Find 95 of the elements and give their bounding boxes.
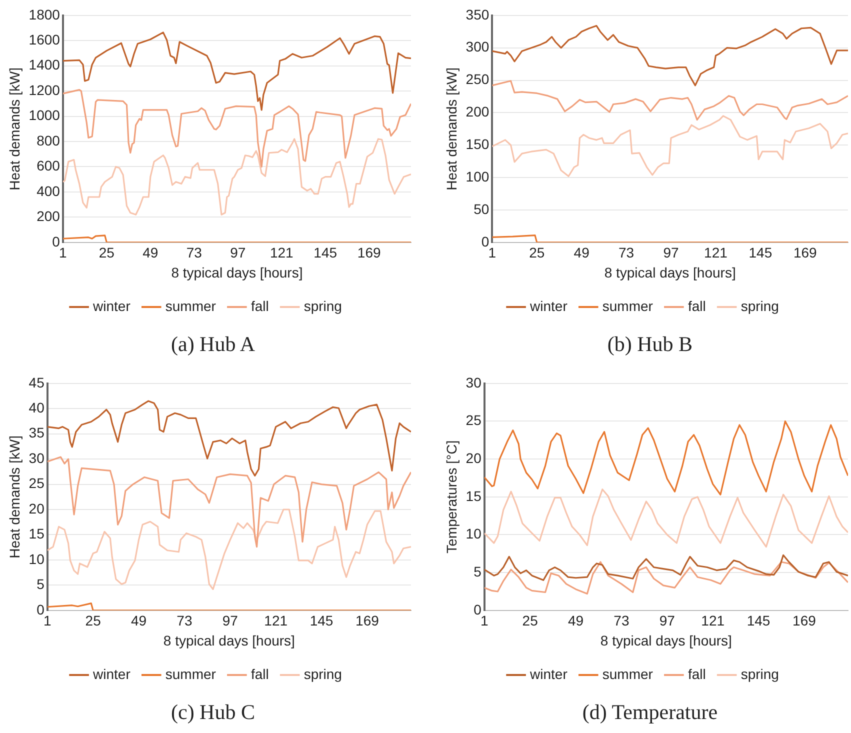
y-tick-label: 150 — [466, 136, 490, 152]
legend-label: summer — [165, 298, 216, 314]
legend-label: winter — [92, 298, 131, 314]
x-tick-label: 169 — [357, 244, 381, 261]
x-tick-label: 145 — [310, 612, 334, 629]
y-tick-label: 0 — [52, 233, 60, 250]
x-tick-label: 25 — [522, 612, 538, 629]
x-tick-label: 145 — [314, 244, 338, 261]
y-tick-label: 350 — [466, 6, 490, 22]
legend-label: summer — [602, 666, 654, 682]
x-tick-label: 25 — [98, 244, 115, 261]
y-axis-title: Temperatures [°C] — [443, 440, 460, 554]
legend-label: winter — [529, 666, 568, 682]
legend-label: spring — [304, 298, 342, 314]
legend-label: spring — [740, 666, 779, 682]
y-tick-label: 5 — [474, 563, 482, 580]
text: (a) Hub A — [170, 332, 256, 357]
x-tick-label: 1 — [43, 612, 52, 629]
x-tick-label: 1 — [59, 244, 68, 261]
x-axis-title: 8 typical days [hours] — [171, 264, 303, 280]
y-axis-title: Heat demands [kW] — [6, 67, 22, 190]
x-tick-label: 169 — [793, 244, 818, 261]
x-axis-title: 8 typical days [hours] — [604, 264, 736, 280]
y-tick-label: 35 — [28, 424, 45, 441]
y-tick-label: 1600 — [28, 31, 60, 48]
x-tick-label: 49 — [130, 612, 147, 629]
x-tick-label: 169 — [356, 612, 380, 629]
x-tick-label: 97 — [222, 612, 238, 629]
x-tick-label: 25 — [529, 244, 545, 261]
y-tick-label: 20 — [466, 450, 482, 466]
x-tick-label: 145 — [748, 244, 772, 261]
y-tick-label: 25 — [28, 475, 45, 492]
y-tick-label: 10 — [28, 550, 45, 567]
x-tick-label: 49 — [142, 244, 158, 261]
x-tick-label: 145 — [746, 612, 770, 629]
y-tick-label: 0 — [481, 233, 490, 250]
y-axis-title: Heat demands [kW] — [443, 67, 460, 190]
x-axis-title: 8 typical days [hours] — [163, 632, 295, 648]
y-tick-label: 1800 — [28, 6, 60, 22]
text: (d) Temperature — [581, 700, 719, 725]
x-tick-label: 121 — [270, 244, 294, 261]
y-tick-label: 250 — [466, 71, 490, 88]
legend-label: fall — [688, 298, 706, 314]
y-tick-label: 100 — [466, 168, 490, 184]
y-tick-label: 50 — [474, 200, 490, 217]
y-tick-label: 300 — [466, 38, 490, 55]
legend-label: summer — [165, 666, 216, 682]
x-tick-label: 1 — [480, 612, 488, 629]
y-tick-label: 600 — [36, 158, 60, 174]
y-tick-label: 25 — [466, 412, 482, 428]
x-tick-label: 49 — [574, 244, 590, 261]
legend-label: fall — [688, 666, 706, 682]
y-tick-label: 1400 — [28, 56, 60, 73]
x-tick-label: 121 — [264, 612, 288, 629]
x-tick-label: 121 — [704, 244, 728, 261]
text: (c) Hub C — [170, 700, 256, 725]
legend-label: winter — [529, 298, 568, 314]
y-tick-label: 45 — [28, 374, 45, 390]
y-tick-label: 15 — [466, 488, 482, 504]
legend-label: spring — [740, 298, 779, 314]
y-tick-label: 400 — [36, 182, 60, 199]
x-tick-label: 97 — [659, 612, 676, 629]
y-tick-label: 200 — [36, 208, 60, 224]
y-tick-label: 0 — [474, 601, 482, 618]
x-tick-label: 73 — [618, 244, 634, 261]
x-tick-label: 97 — [230, 244, 246, 261]
y-tick-label: 0 — [36, 601, 45, 618]
legend-label: fall — [250, 298, 269, 314]
x-axis-title: 8 typical days [hours] — [600, 632, 732, 648]
text: (b) Hub B — [606, 332, 694, 357]
x-tick-label: 25 — [85, 612, 102, 629]
y-tick-label: 15 — [28, 526, 45, 542]
y-tick-label: 30 — [466, 374, 482, 390]
y-tick-label: 20 — [28, 500, 45, 516]
y-tick-label: 200 — [466, 104, 490, 120]
x-tick-label: 169 — [792, 612, 816, 629]
x-tick-label: 73 — [186, 244, 202, 261]
y-tick-label: 10 — [466, 526, 482, 542]
y-tick-label: 30 — [28, 450, 45, 466]
y-tick-label: 5 — [36, 576, 45, 592]
y-axis-title: Heat demands [kW] — [6, 435, 22, 558]
legend-label: winter — [92, 666, 131, 682]
x-tick-label: 1 — [488, 244, 496, 261]
legend-label: spring — [304, 666, 342, 682]
y-tick-label: 40 — [28, 399, 45, 416]
y-tick-label: 800 — [36, 132, 60, 148]
x-tick-label: 121 — [701, 612, 725, 629]
y-tick-label: 1000 — [28, 107, 60, 124]
x-tick-label: 97 — [663, 244, 680, 261]
y-tick-label: 1200 — [28, 82, 60, 98]
legend-label: summer — [602, 298, 654, 314]
legend-label: fall — [250, 666, 269, 682]
x-tick-label: 73 — [176, 612, 192, 629]
x-tick-label: 73 — [614, 612, 630, 629]
x-tick-label: 49 — [568, 612, 584, 629]
